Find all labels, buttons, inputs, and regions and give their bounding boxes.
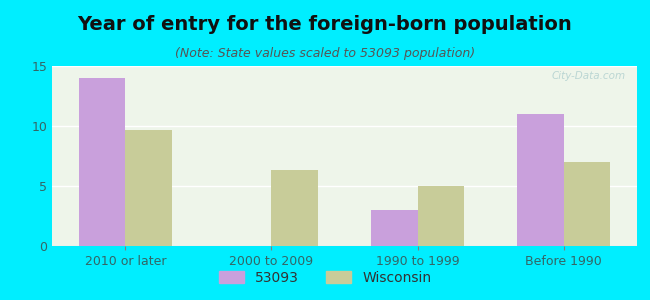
Bar — [125, 130, 172, 246]
Bar — [272, 170, 318, 246]
Text: Year of entry for the foreign-born population: Year of entry for the foreign-born popul… — [77, 15, 573, 34]
Bar — [370, 210, 417, 246]
Legend: 53093, Wisconsin: 53093, Wisconsin — [213, 265, 437, 290]
Text: (Note: State values scaled to 53093 population): (Note: State values scaled to 53093 popu… — [175, 46, 475, 59]
Text: City-Data.com: City-Data.com — [551, 71, 625, 81]
Bar — [564, 162, 610, 246]
Bar — [517, 114, 564, 246]
Bar — [417, 186, 464, 246]
Bar — [79, 78, 125, 246]
